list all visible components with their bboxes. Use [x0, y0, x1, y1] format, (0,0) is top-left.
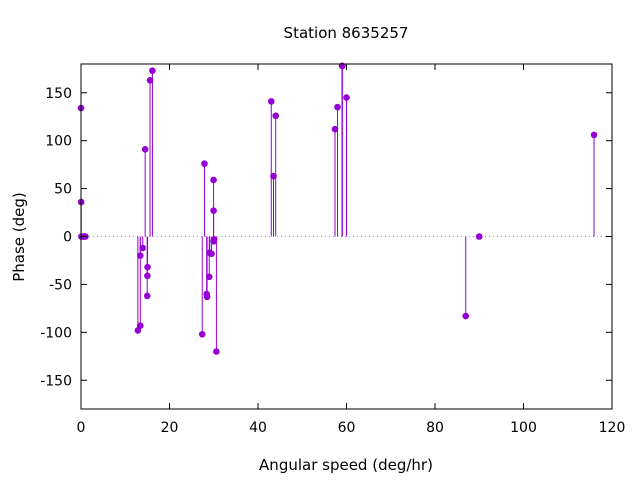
data-point-28: [213, 348, 220, 355]
data-point-18: [201, 160, 208, 167]
data-point-13: [144, 272, 151, 280]
x-axis-label: Angular speed (deg/hr): [259, 456, 433, 474]
data-point-15: [146, 76, 154, 84]
data-point-31: [272, 112, 280, 120]
data-point-10: [139, 244, 146, 252]
data-point-38: [475, 233, 483, 240]
data-point-16: [149, 67, 156, 75]
data-point-29: [267, 98, 275, 105]
data-point-20: [203, 293, 211, 301]
x-tick-label-60: 60: [338, 420, 356, 436]
y-tick-label-100: 100: [45, 134, 72, 150]
x-tick-label-0: 0: [77, 420, 86, 436]
x-tick-label-20: 20: [161, 420, 179, 436]
data-point-12: [143, 292, 151, 300]
y-tick-label-0: 0: [63, 230, 72, 246]
data-point-11: [141, 145, 149, 153]
data-point-9: [136, 252, 144, 259]
data-point-33: [334, 103, 341, 111]
data-point-30: [270, 172, 277, 180]
data-point-14: [144, 263, 151, 271]
data-point-32: [331, 125, 339, 133]
data-point-8: [136, 322, 144, 329]
data-point-36: [343, 94, 350, 101]
data-point-21: [205, 273, 213, 281]
chart-title: Station 8635257: [284, 24, 409, 42]
data-point-25: [210, 207, 217, 214]
x-tick-label-100: 100: [510, 420, 537, 436]
y-tick-label-50: 50: [54, 182, 72, 198]
y-tick-label--50: -50: [49, 277, 72, 293]
x-tick-label-80: 80: [426, 420, 444, 436]
data-point-23: [208, 250, 215, 258]
y-tick-label--100: -100: [40, 325, 72, 341]
x-tick-label-40: 40: [249, 420, 267, 436]
y-tick-label-150: 150: [45, 86, 72, 102]
data-point-37: [462, 312, 470, 320]
data-point-39: [590, 131, 598, 139]
y-tick-label--150: -150: [40, 373, 72, 389]
data-point-27: [210, 236, 218, 243]
axis-layer: 0 20 40 60 80 100 120 -150 -100 -50 0 50 100 150: [40, 63, 626, 436]
x-tick-label-120: 120: [599, 420, 626, 436]
data-point-24: [210, 176, 217, 184]
y-axis-label: Phase (deg): [10, 192, 28, 282]
data-point-17: [198, 330, 206, 338]
